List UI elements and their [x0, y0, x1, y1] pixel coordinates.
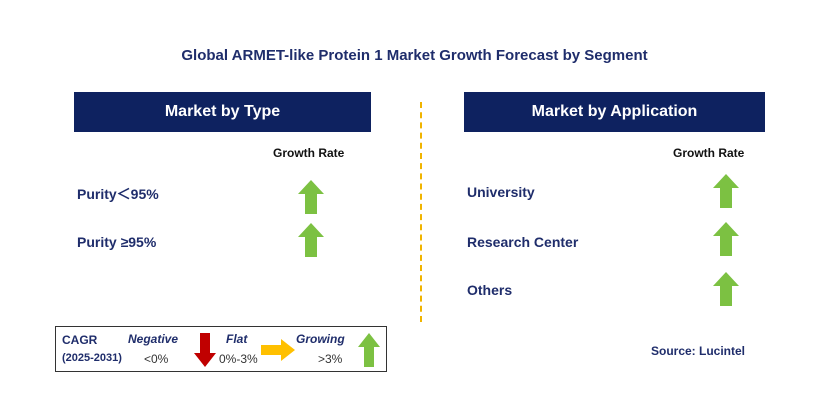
type-growth-rate-label: Growth Rate [273, 146, 345, 160]
legend-period-label: (2025-2031) [62, 352, 122, 364]
cagr-legend: CAGR (2025-2031) Negative <0% Flat 0%-3%… [55, 326, 387, 372]
type-row-purity-ge-95-label: Purity ≥95% [77, 234, 157, 250]
application-growth-rate-label: Growth Rate [673, 146, 745, 160]
chart-title: Global ARMET-like Protein 1 Market Growt… [181, 47, 648, 64]
type-row-purity-ge-95-growing-arrow-icon [298, 223, 324, 257]
application-row-others-growing-arrow-icon [713, 272, 739, 306]
application-row-research-center-label: Research Center [467, 234, 579, 250]
application-row-research-center-growing-arrow-icon [713, 222, 739, 256]
legend-negative-range: <0% [144, 352, 169, 366]
legend-cagr-label: CAGR [62, 333, 98, 347]
application-panel-header: Market by Application [464, 92, 765, 132]
legend-flat-label: Flat [226, 332, 248, 346]
legend-growing-range: >3% [318, 352, 343, 366]
legend-negative-label: Negative [128, 332, 179, 346]
legend-negative-down-arrow-icon [194, 333, 216, 367]
application-row-university-label: University [467, 184, 535, 200]
panel-divider [420, 102, 422, 322]
legend-growing-up-arrow-icon [358, 333, 380, 367]
type-row-purity-lt-95-growing-arrow-icon [298, 180, 324, 214]
legend-flat-right-arrow-icon [261, 339, 295, 361]
legend-growing-label: Growing [296, 332, 345, 346]
type-panel-header: Market by Type [74, 92, 371, 132]
application-row-university-growing-arrow-icon [713, 174, 739, 208]
source-label: Source: Lucintel [651, 344, 746, 358]
application-row-others-label: Others [467, 282, 513, 298]
type-row-purity-lt-95-label: Purity＜95% [77, 186, 159, 202]
legend-flat-range: 0%-3% [219, 352, 258, 366]
